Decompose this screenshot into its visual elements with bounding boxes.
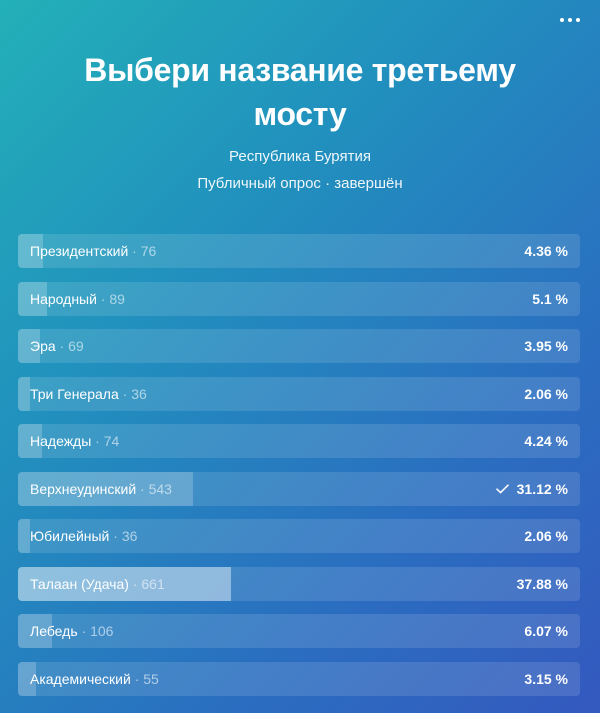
poll-option-fill: [18, 566, 231, 601]
poll-author: Республика Бурятия: [229, 148, 371, 165]
poll-option-percent: 2.06 %: [524, 528, 568, 544]
poll-option-fill: [18, 424, 42, 458]
poll-option-count: · 69: [55, 338, 84, 354]
poll-option-7[interactable]: Юбилейный · 36 2.06 %: [18, 519, 580, 553]
poll-option-6[interactable]: Верхнеудинский · 543 31.12 %: [18, 471, 580, 506]
poll-option-fill: [18, 519, 30, 553]
poll-option-10[interactable]: Академический · 55 3.15 %: [18, 661, 580, 696]
poll-option-fill: [18, 471, 193, 506]
poll-option-result: 3.95 %: [524, 329, 568, 363]
poll-option-count: · 661: [128, 575, 165, 592]
poll-option-text: Надежды · 74: [30, 424, 119, 458]
poll-option-count: · 89: [96, 290, 125, 307]
poll-option-5[interactable]: Надежды · 74 4.24 %: [18, 424, 580, 458]
poll-option-text: Народный · 89: [30, 282, 125, 316]
poll-option-percent: 4.36 %: [524, 243, 568, 259]
poll-option-text: Академический · 55: [30, 662, 159, 696]
poll-option-8[interactable]: Талаан (Удача) · 661 37.88 %: [18, 566, 580, 601]
poll-option-count: · 76: [128, 243, 157, 259]
poll-option-fill: [18, 661, 36, 696]
poll-option-percent: 5.1 %: [532, 290, 568, 307]
poll-option-1[interactable]: Президентский · 76 4.36 %: [18, 234, 580, 268]
poll-option-label: Талаан (Удача): [30, 575, 129, 592]
poll-options: Президентский · 76 4.36 % Народный · 89 …: [18, 234, 580, 709]
poll-option-percent: 31.12 %: [516, 480, 568, 497]
poll-option-text: Лебедь · 106: [30, 614, 113, 648]
poll-option-result: 5.1 %: [532, 282, 568, 316]
poll-option-result: 31.12 %: [495, 472, 568, 506]
poll-option-text: Юбилейный · 36: [30, 519, 137, 553]
poll-option-text: Президентский · 76: [30, 234, 156, 268]
poll-option-percent: 6.07 %: [524, 623, 568, 639]
poll-option-label: Надежды: [30, 433, 92, 449]
poll-option-label: Юбилейный: [30, 528, 110, 544]
poll-option-count: · 74: [91, 433, 120, 449]
poll-option-text: Три Генерала · 36: [30, 377, 147, 411]
poll-option-result: 2.06 %: [524, 519, 568, 553]
poll-option-fill: [18, 329, 41, 363]
poll-option-9[interactable]: Лебедь · 106 6.07 %: [18, 614, 580, 648]
poll-option-fill: [18, 281, 47, 316]
poll-option-label: Академический: [30, 670, 131, 687]
poll-option-label: Президентский: [30, 243, 129, 259]
poll-title: Выбери название третьему мосту: [84, 52, 516, 132]
poll-option-count: · 36: [118, 385, 147, 402]
poll-option-label: Три Генерала: [30, 385, 119, 402]
poll-option-label: Народный: [30, 290, 97, 307]
more-dot-icon: [576, 18, 580, 22]
poll-option-result: 3.15 %: [524, 662, 568, 696]
poll-option-text: Верхнеудинский · 543: [30, 472, 172, 506]
poll-option-count: · 55: [130, 670, 159, 687]
poll-option-percent: 4.24 %: [524, 433, 568, 449]
poll-option-fill: [18, 614, 53, 648]
more-dot-icon: [568, 18, 572, 22]
poll-option-percent: 3.95 %: [524, 338, 568, 354]
poll-option-result: 4.24 %: [524, 424, 568, 458]
poll-option-fill: [18, 376, 30, 411]
poll-option-count: · 543: [136, 480, 172, 497]
poll-option-count: · 36: [109, 528, 138, 544]
poll-option-percent: 2.06 %: [524, 385, 568, 402]
poll-option-percent: 3.15 %: [524, 670, 568, 687]
poll-status: Публичный опрос · завершён: [197, 175, 403, 192]
poll-option-result: 37.88 %: [517, 567, 568, 601]
poll-option-result: 4.36 %: [524, 234, 568, 268]
poll-option-percent: 37.88 %: [516, 575, 568, 592]
poll-option-2[interactable]: Народный · 89 5.1 %: [18, 281, 580, 316]
poll-option-label: Лебедь: [30, 623, 78, 639]
poll-option-label: Эра: [30, 338, 56, 354]
poll-option-result: 6.07 %: [524, 614, 568, 648]
poll-option-4[interactable]: Три Генерала · 36 2.06 %: [18, 376, 580, 411]
checkmark-icon: [495, 483, 509, 493]
more-dot-icon: [560, 18, 564, 22]
poll-option-text: Талаан (Удача) · 661: [30, 567, 165, 601]
poll-option-count: · 106: [77, 623, 114, 639]
poll-option-label: Верхнеудинский: [30, 480, 137, 497]
poll-option-fill: [18, 234, 43, 268]
poll-option-3[interactable]: Эра · 69 3.95 %: [18, 329, 580, 363]
poll-option-text: Эра · 69: [30, 329, 84, 363]
more-options-button[interactable]: [558, 14, 582, 26]
poll-option-result: 2.06 %: [524, 377, 568, 411]
